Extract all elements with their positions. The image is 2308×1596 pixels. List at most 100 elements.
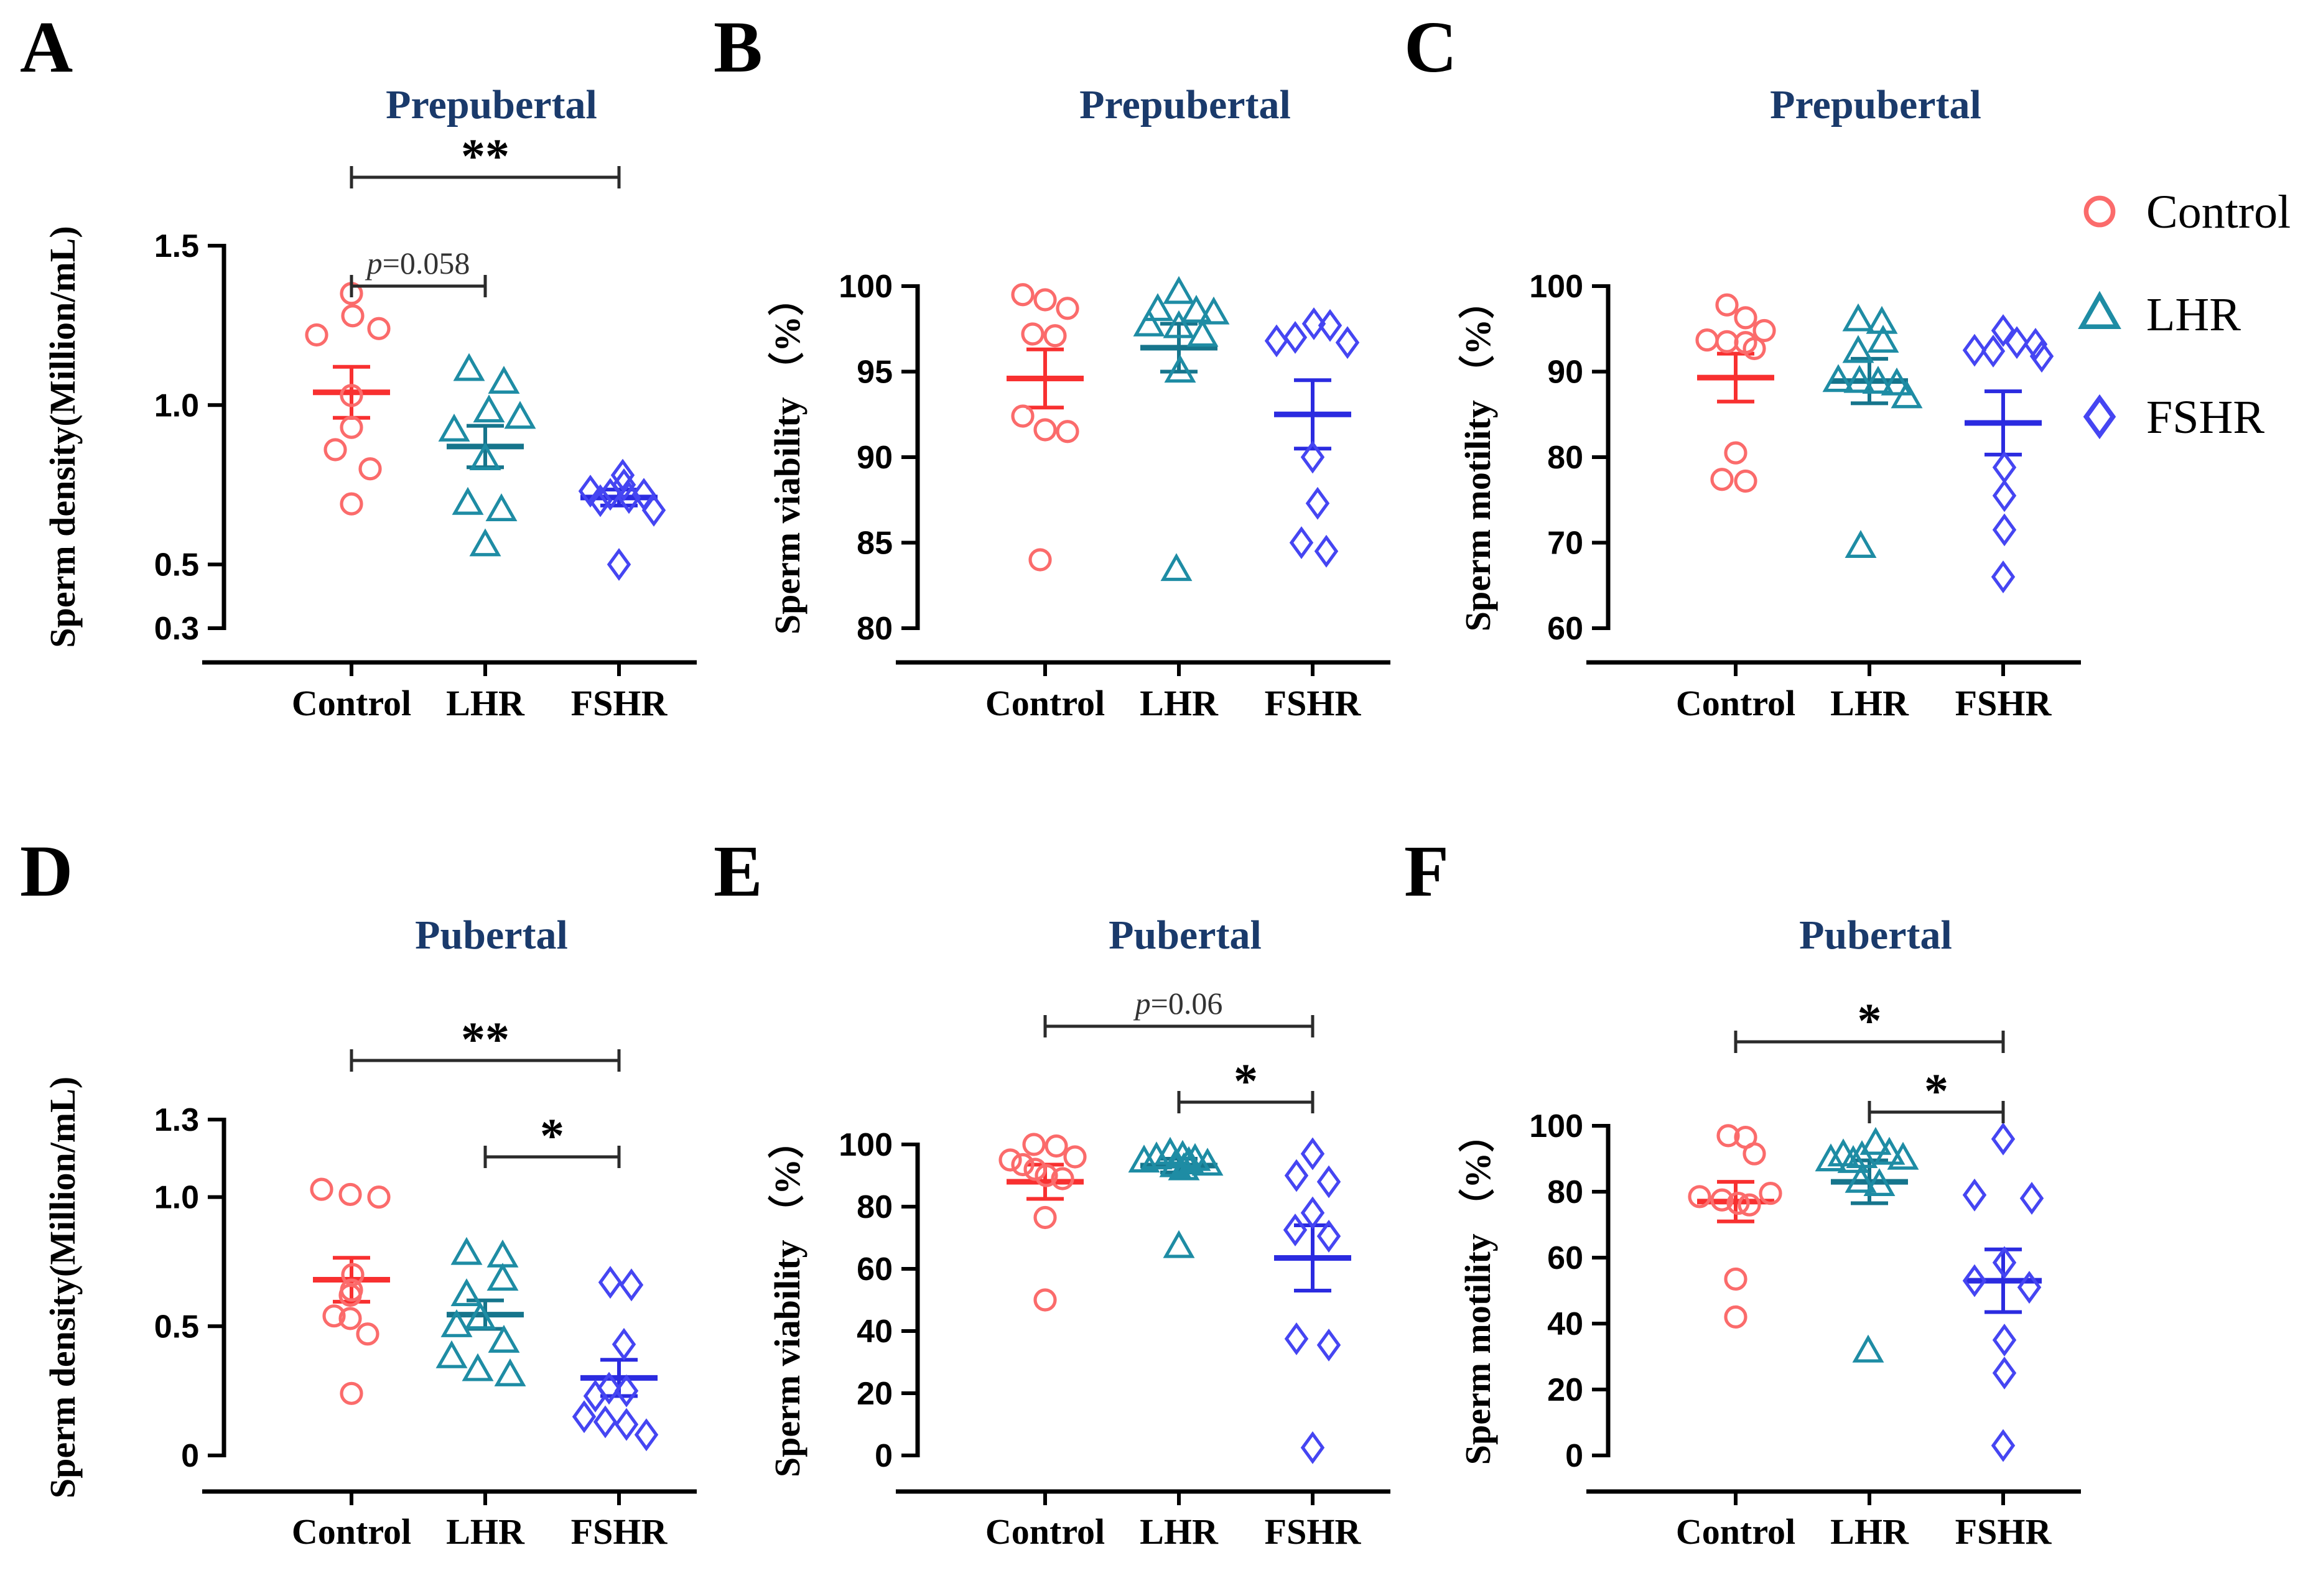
- triangle-marker: [1873, 1136, 1905, 1165]
- circle-marker: [1710, 1188, 1734, 1212]
- triangle-marker: [485, 493, 518, 521]
- asterisk-label: *: [540, 1108, 564, 1162]
- diamond-marker: [1991, 1122, 2016, 1156]
- series-fshr: [572, 1266, 659, 1452]
- circle-marker: [1011, 283, 1035, 307]
- x-category-label: FSHR: [1955, 683, 2052, 723]
- panel-title: Pubertal: [415, 912, 568, 958]
- panel-title: Prepubertal: [386, 82, 597, 128]
- x-category-label: LHR: [446, 683, 525, 723]
- panel-F-svg: F Pubertal 100 80 60 40 20 0 Sperm motility （%） C…: [1404, 830, 2081, 1552]
- y-tick-label: 100: [1529, 269, 1583, 305]
- triangle-marker: [1887, 1141, 1919, 1170]
- triangle-marker: [1815, 1143, 1847, 1172]
- y-axis: 100 80 60 40 20 0: [1529, 1108, 1611, 1474]
- diamond-marker: [617, 481, 641, 514]
- x-category-label: FSHR: [1265, 683, 1362, 723]
- triangle-marker: [1128, 1144, 1160, 1173]
- diamond-marker: [588, 484, 613, 517]
- circle-marker: [338, 1182, 362, 1207]
- y-axis-title: Sperm motility （%）: [1458, 283, 1498, 632]
- p-value-label: p=0.058: [365, 246, 470, 281]
- x-category-label: LHR: [1140, 683, 1219, 723]
- y-tick-label: 1.5: [154, 228, 199, 264]
- diamond-marker: [1991, 560, 2016, 593]
- triangle-marker: [1180, 294, 1212, 323]
- triangle-marker: [1842, 335, 1874, 363]
- y-axis-title: Sperm viability （%）: [767, 280, 807, 634]
- circle-marker: [1056, 297, 1079, 320]
- x-category-label: FSHR: [1265, 1511, 1362, 1552]
- triangle-marker: [1837, 1145, 1869, 1173]
- x-category-label: Control: [292, 1511, 411, 1552]
- circle-marker: [322, 1304, 346, 1328]
- circle-marker: [340, 492, 363, 516]
- triangle-marker: [1186, 318, 1219, 347]
- diamond-marker: [614, 1408, 639, 1441]
- diamond-marker: [1300, 440, 1325, 474]
- panel-letter: B: [714, 6, 763, 88]
- circle-marker: [1011, 1153, 1035, 1177]
- y-tick-label: 60: [1547, 611, 1583, 647]
- diamond-marker: [2023, 328, 2048, 361]
- series-fshr: [1962, 314, 2054, 593]
- y-tick-label: 0.5: [154, 1309, 199, 1345]
- circle-marker: [1063, 1145, 1087, 1169]
- triangle-marker: [1168, 1152, 1200, 1181]
- series-lhr: [438, 353, 536, 557]
- significance-bracket: **: [350, 129, 621, 188]
- triangle-marker: [1198, 296, 1230, 325]
- triangle-marker: [1179, 1143, 1211, 1171]
- circle-marker: [1033, 1205, 1057, 1230]
- panel-letter: F: [1404, 830, 1449, 912]
- y-tick-label: 40: [857, 1314, 893, 1350]
- diamond-marker: [1301, 307, 1326, 340]
- panel-D-chart: D Pubertal 1.3 1.0 0.5 0 Sperm density(Million…: [12, 827, 697, 1596]
- circle-marker: [1734, 469, 1757, 493]
- x-category-label: FSHR: [571, 683, 668, 723]
- significance-bracket: *: [1868, 1064, 2005, 1123]
- diamond-marker: [1316, 1220, 1341, 1253]
- legend-label: FSHR: [2146, 391, 2264, 443]
- diamond-marker: [598, 1266, 623, 1299]
- asterisk-label: *: [1924, 1064, 1948, 1118]
- legend-label: Control: [2146, 186, 2291, 238]
- triangle-marker: [1843, 364, 1876, 393]
- y-tick-label: 90: [1547, 355, 1583, 391]
- diamond-marker: [1300, 1137, 1325, 1171]
- circle-marker: [1752, 318, 1776, 343]
- x-axis: Control LHR FSHR: [896, 660, 1390, 723]
- triangle-marker: [1142, 293, 1174, 322]
- panel-A-svg: A Prepubertal 1.5 1.0 0.5 0.3 Sperm density(Mi…: [20, 6, 697, 723]
- y-tick-label: 80: [857, 1189, 893, 1225]
- x-category-label: LHR: [1140, 1511, 1219, 1552]
- circle-marker: [305, 323, 328, 347]
- panel-C-chart: C Prepubertal 100 90 80 70 60 Sperm motility （%…: [1397, 0, 2081, 796]
- series-fshr: [1274, 1137, 1351, 1464]
- diamond-marker: [614, 1374, 639, 1408]
- x-axis: Control LHR FSHR: [1586, 660, 2081, 723]
- series-control: [310, 1177, 391, 1405]
- y-tick-label: 1.0: [154, 387, 199, 424]
- triangle-marker: [1859, 1126, 1892, 1155]
- panel-letter: D: [20, 830, 73, 912]
- y-tick-label: 100: [839, 1127, 893, 1163]
- diamond-marker: [1992, 479, 2017, 513]
- diamond-marker: [619, 1268, 644, 1302]
- y-axis-title: Sperm density(Million/mL): [42, 226, 83, 647]
- circle-marker: [998, 1148, 1022, 1172]
- series-lhr: [1133, 276, 1230, 582]
- y-axis: 100 95 90 85 80: [839, 269, 920, 647]
- y-tick-label: 0: [1565, 1438, 1583, 1474]
- panel-letter: A: [20, 6, 73, 88]
- diamond-marker: [2017, 1271, 2042, 1304]
- triangle-marker: [450, 1278, 483, 1307]
- diamond-marker: [1289, 526, 1314, 559]
- triangle-marker: [462, 1353, 494, 1381]
- triangle-marker: [1822, 364, 1854, 392]
- diamond-marker: [634, 1418, 659, 1452]
- diamond-marker: [1305, 486, 1330, 520]
- x-category-label: LHR: [446, 1511, 525, 1552]
- diamond-marker: [1335, 326, 1360, 360]
